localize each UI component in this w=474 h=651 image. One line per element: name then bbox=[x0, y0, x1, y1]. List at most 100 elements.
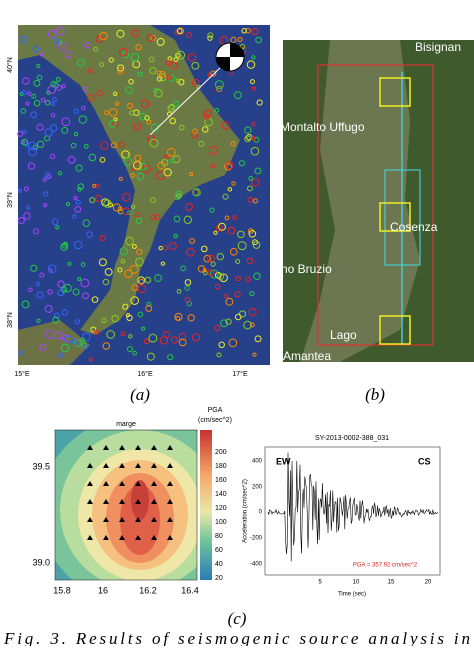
colorbar-tick-label: 40 bbox=[215, 561, 223, 568]
event-marker bbox=[22, 77, 30, 85]
event-marker bbox=[99, 62, 105, 68]
event-marker bbox=[32, 228, 39, 235]
event-marker bbox=[186, 248, 195, 257]
station-marker bbox=[151, 535, 157, 540]
event-marker bbox=[100, 141, 109, 150]
event-marker bbox=[20, 108, 27, 114]
event-marker bbox=[228, 338, 238, 348]
event-marker bbox=[103, 199, 112, 208]
event-marker bbox=[200, 245, 208, 253]
event-marker bbox=[27, 141, 37, 151]
station-marker bbox=[103, 535, 109, 540]
event-marker bbox=[210, 261, 216, 267]
event-marker bbox=[158, 71, 166, 78]
event-marker bbox=[80, 262, 86, 267]
contour-map bbox=[55, 430, 197, 580]
event-marker bbox=[77, 58, 85, 67]
event-marker bbox=[234, 291, 241, 298]
place-label: Amantea bbox=[283, 349, 331, 363]
event-marker bbox=[233, 91, 242, 100]
colorbar-tick-label: 140 bbox=[215, 491, 227, 498]
station-marker bbox=[119, 463, 125, 468]
event-marker bbox=[43, 203, 48, 208]
event-marker bbox=[241, 28, 247, 34]
event-marker bbox=[225, 297, 234, 306]
event-marker bbox=[156, 171, 166, 181]
event-marker bbox=[73, 131, 79, 137]
event-marker bbox=[217, 222, 226, 231]
event-marker bbox=[146, 119, 152, 125]
event-marker bbox=[61, 309, 69, 316]
event-marker bbox=[173, 215, 181, 223]
event-marker bbox=[50, 101, 55, 107]
event-marker bbox=[230, 141, 236, 147]
event-marker bbox=[154, 88, 163, 98]
lon-label: 17°E bbox=[232, 370, 248, 378]
event-marker bbox=[128, 78, 134, 85]
event-marker bbox=[58, 352, 64, 358]
event-marker bbox=[115, 101, 120, 106]
event-marker bbox=[122, 192, 131, 202]
event-marker bbox=[39, 52, 44, 57]
station-marker bbox=[119, 535, 125, 540]
event-marker bbox=[39, 344, 47, 351]
event-marker bbox=[71, 338, 78, 345]
event-marker bbox=[108, 57, 114, 63]
figure-caption: Fig. 3. Results of seismogenic source an… bbox=[3, 629, 470, 646]
event-marker bbox=[245, 276, 251, 283]
event-marker bbox=[36, 64, 41, 69]
y-tick-label: -400 bbox=[250, 562, 263, 568]
place-label: Bisignan bbox=[415, 40, 461, 54]
event-marker bbox=[209, 269, 219, 279]
station-marker bbox=[87, 463, 93, 468]
event-marker bbox=[183, 215, 192, 224]
event-marker bbox=[117, 267, 123, 273]
event-marker bbox=[93, 46, 99, 52]
event-marker bbox=[101, 317, 107, 324]
station-marker bbox=[167, 499, 173, 504]
x-tick-label: 20 bbox=[425, 580, 432, 586]
event-marker bbox=[49, 124, 58, 132]
event-marker bbox=[248, 176, 254, 181]
event-marker bbox=[246, 257, 254, 265]
event-marker bbox=[172, 100, 180, 107]
event-marker bbox=[146, 301, 152, 307]
event-marker bbox=[139, 112, 147, 121]
event-marker bbox=[250, 121, 256, 127]
event-marker bbox=[50, 112, 56, 118]
colorbar-tick-label: 200 bbox=[215, 449, 227, 456]
event-marker bbox=[128, 334, 133, 339]
event-marker bbox=[17, 216, 25, 225]
event-marker bbox=[249, 322, 255, 328]
event-marker bbox=[46, 174, 52, 180]
event-marker bbox=[27, 91, 32, 96]
event-marker bbox=[63, 283, 72, 293]
event-marker bbox=[214, 107, 220, 113]
event-marker bbox=[141, 326, 146, 331]
event-marker bbox=[113, 117, 118, 122]
event-marker bbox=[82, 219, 91, 227]
event-marker bbox=[92, 183, 97, 188]
event-marker bbox=[61, 117, 71, 127]
event-marker bbox=[27, 162, 36, 170]
event-marker bbox=[67, 261, 72, 266]
event-marker bbox=[80, 278, 90, 288]
event-marker bbox=[197, 265, 206, 273]
station-marker bbox=[167, 517, 173, 522]
event-marker bbox=[82, 292, 89, 300]
event-marker bbox=[52, 97, 58, 102]
event-marker bbox=[30, 111, 37, 119]
event-marker bbox=[248, 307, 257, 317]
event-marker bbox=[189, 238, 195, 244]
event-marker bbox=[45, 329, 55, 339]
event-marker bbox=[104, 110, 109, 116]
lon-label: 16°E bbox=[137, 370, 153, 378]
event-marker bbox=[77, 187, 82, 192]
event-marker bbox=[238, 160, 245, 167]
event-marker bbox=[220, 319, 229, 328]
event-marker bbox=[32, 45, 40, 53]
event-marker bbox=[73, 240, 83, 250]
event-marker bbox=[169, 158, 175, 164]
event-marker bbox=[216, 85, 223, 92]
